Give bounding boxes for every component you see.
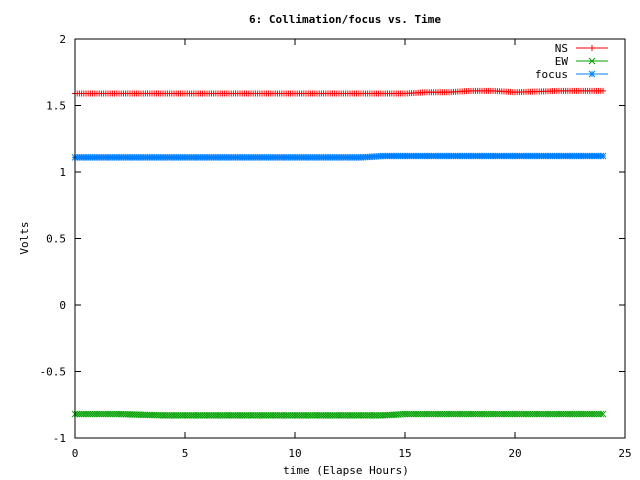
plot-frame — [74, 38, 626, 439]
legend-marker — [588, 57, 596, 65]
data-point-focus — [599, 152, 607, 160]
y-tick-label: 0 — [59, 299, 66, 312]
x-tick-label: 10 — [288, 447, 301, 460]
x-tick-label: 5 — [182, 447, 189, 460]
y-axis-label: Volts — [18, 221, 31, 254]
legend-label: EW — [555, 55, 569, 68]
legend-marker — [588, 70, 596, 78]
legend-item-focus: focus — [535, 68, 608, 81]
series-focus — [71, 152, 607, 161]
y-tick-label: 2 — [59, 33, 66, 46]
data-point-ns — [600, 87, 606, 94]
data-point-ew — [599, 410, 607, 418]
legend-item-ew: EW — [555, 55, 608, 68]
data-point-ew — [597, 410, 605, 418]
y-tick-label: 0.5 — [46, 233, 66, 246]
x-tick-label: 15 — [398, 447, 411, 460]
series-layer — [71, 87, 607, 419]
y-tick-label: 1.5 — [46, 100, 66, 113]
chart-title: 6: Collimation/focus vs. Time — [249, 13, 441, 26]
x-tick-label: 20 — [508, 447, 521, 460]
y-tick-label: -1 — [53, 432, 66, 445]
series-ew — [71, 410, 607, 419]
legend-label: NS — [555, 42, 568, 55]
ticks-layer: 0 5 10 15 20 25 -1 -0.5 0 0.5 1 1.5 2 — [40, 33, 632, 460]
legend-item-ns: NS — [555, 42, 608, 55]
y-tick-label: 1 — [59, 166, 66, 179]
legend-marker — [589, 45, 595, 51]
series-ns — [72, 87, 606, 97]
x-tick-label: 25 — [618, 447, 631, 460]
y-tick-label: -0.5 — [40, 366, 67, 379]
x-tick-label: 0 — [72, 447, 79, 460]
legend-label: focus — [535, 68, 568, 81]
x-axis-label: time (Elapse Hours) — [283, 464, 409, 477]
